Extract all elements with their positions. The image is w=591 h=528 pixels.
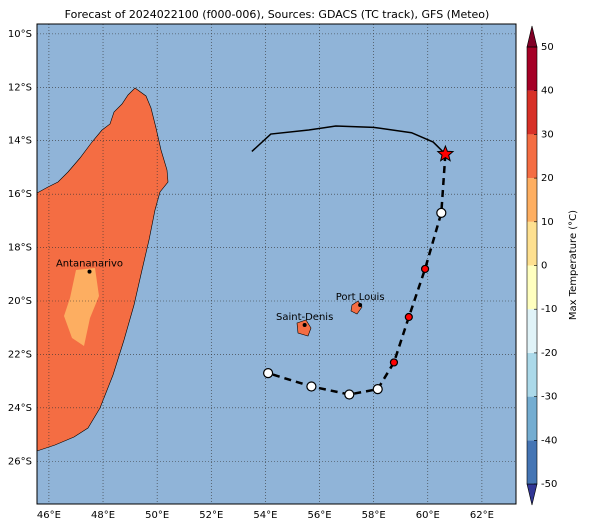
madagascar [36,87,169,452]
lat-tick-label: 18°S [8,243,32,254]
city-label: Saint-Denis [276,312,333,323]
city-label: Antananarivo [56,259,123,270]
highlands [64,268,99,346]
colorbar-extend-low [526,483,538,506]
track-point [436,207,447,218]
lon-tick-label: 62°E [470,510,494,521]
city-dot [87,269,92,274]
track-point [372,384,383,395]
colorbar-bin [527,396,537,441]
colorbar-bin [527,352,537,397]
colorbar-bin [527,221,537,266]
track-point [404,312,413,322]
lon-tick-label: 46°E [37,510,61,521]
colorbar-bin [527,134,537,179]
colorbar-bin [527,440,537,484]
forecast-track [267,153,447,396]
colorbar-tick-label: 40 [541,86,554,97]
current-position [436,144,455,162]
land [36,87,363,452]
lon-tick-label: 50°E [145,510,169,521]
colorbar-bin [527,309,537,353]
colorbar-tick-label: 20 [541,173,554,184]
city-dot [358,303,363,308]
track-point [344,389,355,400]
colorbar-tick-label: 50 [541,42,554,53]
lat-tick-label: 14°S [8,136,32,147]
lat-tick-label: 24°S [8,403,32,414]
lon-tick-label: 60°E [416,510,440,521]
colorbar-bin [527,265,537,310]
track-point [263,368,274,379]
map-title: Forecast of 2024022100 (f000-006), Sourc… [65,8,490,21]
lon-tick-label: 48°E [91,510,115,521]
track-point [389,358,399,367]
lon-tick-label: 58°E [362,510,386,521]
city-dot [302,323,307,328]
colorbar-bin [527,178,537,222]
city-label: Port Louis [336,292,385,303]
lat-tick-label: 26°S [8,456,32,467]
colorbar-tick-label: 30 [541,129,554,140]
lon-tick-label: 54°E [253,510,277,521]
grid [37,24,516,504]
past-track [251,125,446,155]
lat-tick-label: 16°S [8,189,32,200]
colorbar-bin [527,47,537,91]
colorbar-tick-label: 10 [541,217,554,228]
colorbar-extend-high [526,25,538,48]
colorbar-tick-label: 0 [541,261,547,272]
colorbar-tick-label: -40 [541,435,557,446]
lon-tick-label: 56°E [308,510,332,521]
map-frame [36,23,517,505]
colorbar-tick-label: -10 [541,304,557,315]
lat-tick-label: 20°S [8,296,32,307]
reunion [296,319,312,337]
lat-tick-label: 22°S [8,349,32,360]
lat-tick-label: 12°S [8,82,32,93]
colorbar-bin [527,90,537,135]
colorbar-tick-label: -50 [541,479,557,490]
lon-tick-label: 52°E [199,510,223,521]
colorbar-label: Max Temperature (°C) [568,210,579,320]
lat-tick-label: 10°S [8,29,32,40]
track-point [420,264,430,274]
colorbar: 50 40 30 20 10 0 -10 -20 -30 -40 -50 [526,25,557,506]
track-point [306,381,317,392]
colorbar-tick-label: -20 [541,348,557,359]
colorbar-tick-label: -30 [541,392,557,403]
